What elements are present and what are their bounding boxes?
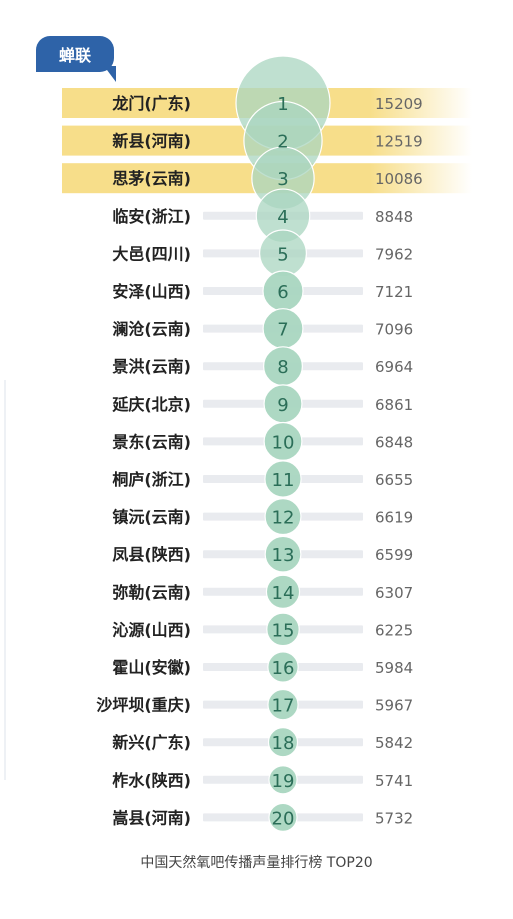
value-label-15: 6225	[375, 621, 413, 639]
value-label-20: 5732	[375, 809, 413, 827]
champion-badge: 蝉联	[36, 36, 114, 72]
bubble-17	[267, 688, 299, 721]
rank-label-13: 13	[272, 545, 295, 566]
name-label-9: 延庆(北京)	[111, 395, 191, 414]
name-label-17: 沙坪坝(重庆)	[96, 696, 191, 715]
name-label-4: 临安(浙江)	[112, 207, 191, 226]
rank-label-19: 19	[272, 771, 295, 792]
bubble-15	[266, 612, 300, 647]
name-label-3: 思茅(云南)	[112, 169, 191, 188]
rank-label-10: 10	[272, 432, 295, 453]
rank-label-5: 5	[277, 244, 288, 265]
bubble-19	[268, 765, 298, 795]
value-label-10: 6848	[375, 433, 413, 451]
rank-label-9: 9	[277, 395, 288, 416]
value-label-13: 6599	[375, 546, 413, 564]
name-label-7: 澜沧(云南)	[112, 320, 191, 339]
value-label-7: 7096	[375, 321, 413, 339]
name-label-14: 弥勒(云南)	[112, 583, 191, 602]
rank-label-7: 7	[277, 320, 288, 341]
value-label-1: 15209	[375, 95, 423, 113]
value-label-16: 5984	[375, 659, 413, 677]
rank-label-2: 2	[277, 132, 288, 153]
rank-label-17: 17	[272, 696, 295, 717]
bubble-layer	[235, 55, 331, 833]
value-label-8: 6964	[375, 358, 413, 376]
name-label-15: 沁源(山西)	[112, 620, 191, 639]
bubble-11	[264, 460, 302, 498]
value-label-6: 7121	[375, 283, 413, 301]
name-label-10: 景东(云南)	[112, 432, 191, 451]
name-label-16: 霍山(安徽)	[112, 658, 191, 677]
bubble-18	[267, 727, 299, 758]
name-label-6: 安泽(山西)	[112, 282, 191, 301]
name-label-2: 新县(河南)	[112, 132, 191, 151]
chart-caption: 中国天然氧吧传播声量排行榜 TOP20	[140, 855, 373, 871]
rank-label-20: 20	[272, 808, 295, 829]
rank-label-14: 14	[272, 583, 295, 604]
name-label-1: 龙门(广东)	[111, 94, 191, 113]
rank-label-16: 16	[272, 658, 295, 679]
rank-label-12: 12	[272, 508, 295, 529]
value-label-12: 6619	[375, 509, 413, 527]
name-label-13: 凤县(陕西)	[112, 545, 191, 564]
left-divider	[4, 380, 6, 780]
value-label-18: 5842	[375, 734, 413, 752]
value-label-19: 5741	[375, 772, 413, 790]
rank-label-18: 18	[272, 733, 295, 754]
rank-label-8: 8	[277, 357, 288, 378]
rank-label-4: 4	[277, 207, 288, 228]
bubble-13	[264, 535, 302, 573]
rank-label-1: 1	[277, 94, 288, 115]
rank-label-3: 3	[277, 169, 288, 190]
bubble-12	[264, 498, 302, 536]
name-label-18: 新兴(广东)	[112, 733, 191, 752]
value-label-14: 6307	[375, 584, 413, 602]
bubble-14	[265, 574, 301, 609]
value-label-2: 12519	[375, 133, 423, 151]
value-label-5: 7962	[375, 245, 413, 263]
bubble-20	[268, 802, 298, 833]
rank-label-11: 11	[272, 470, 295, 491]
value-label-11: 6655	[375, 471, 413, 489]
name-label-20: 嵩县(河南)	[112, 808, 191, 827]
bubble-10	[263, 421, 303, 461]
value-label-3: 10086	[375, 170, 423, 188]
rank-label-15: 15	[272, 620, 295, 641]
rank-label-6: 6	[277, 282, 288, 303]
bubble-16	[267, 651, 299, 683]
name-label-8: 景洪(云南)	[112, 357, 191, 376]
value-label-9: 6861	[375, 396, 413, 414]
name-label-5: 大邑(四川)	[112, 244, 191, 263]
name-label-11: 桐庐(浙江)	[112, 470, 191, 489]
badge-tail	[104, 66, 116, 82]
name-label-12: 镇沅(云南)	[112, 508, 191, 527]
value-label-4: 8848	[375, 208, 413, 226]
name-label-19: 柞水(陕西)	[112, 771, 191, 790]
value-label-17: 5967	[375, 697, 413, 715]
